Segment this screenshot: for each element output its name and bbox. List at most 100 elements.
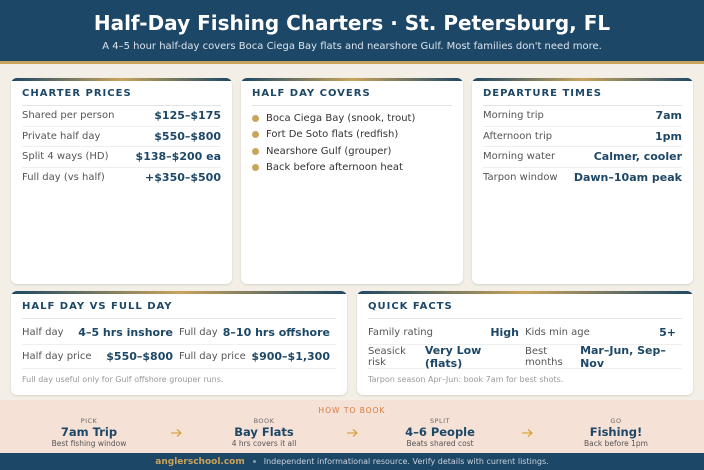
- step-sub: Beats shared cost: [406, 439, 474, 448]
- value: High: [490, 326, 519, 339]
- card: HALF DAY VS FULL DAY Half day 4–5 hrs insh…: [11, 291, 347, 395]
- arrow: [522, 429, 533, 437]
- list-item: Fort De Soto flats (redfish): [252, 127, 452, 144]
- card-title: QUICK FACTS: [368, 301, 682, 319]
- step: BOOK Bay Flats 4 hrs covers it all: [189, 417, 339, 448]
- item-text: Boca Ciega Bay (snook, trout): [266, 112, 416, 124]
- card: CHARTER PRICES Shared per person $125–$175…: [11, 78, 232, 284]
- row: Morning trip 7am: [483, 106, 682, 127]
- bullet: [252, 147, 259, 155]
- bullet: [252, 131, 259, 139]
- label: Best months: [525, 345, 563, 368]
- step-label: BOOK: [253, 417, 275, 425]
- step-title: 7am Trip: [60, 425, 118, 439]
- cell: Half day price $550–$800: [22, 350, 179, 363]
- cell: Seasick risk Very Low (flats): [368, 344, 525, 370]
- list-item: Nearshore Gulf (grouper): [252, 143, 452, 160]
- footer: anglerschool.com Independent information…: [0, 453, 704, 470]
- row: Half day price $550–$800 Full day price $90…: [22, 345, 336, 369]
- header: Half-Day Fishing Charters · St. Petersbu…: [0, 0, 704, 64]
- step: GO Fishing! Back before 1pm: [541, 417, 691, 448]
- step-label: GO: [610, 417, 622, 425]
- cell: Full day 8–10 hrs offshore: [179, 326, 336, 339]
- step-title: 4–6 People: [405, 425, 475, 439]
- label: Seasick risk: [368, 345, 406, 368]
- row: Full day (vs half) +$350–$500: [22, 168, 221, 189]
- label: Morning trip: [483, 110, 544, 122]
- bullet: [252, 164, 259, 172]
- card: DEPARTURE TIMES Morning trip 7am Afternoon …: [472, 78, 693, 284]
- step-sub: 4 hrs covers it all: [231, 439, 297, 448]
- step-title: Fishing!: [589, 425, 643, 439]
- title: Half-Day Fishing Charters · St. Petersbu…: [93, 11, 611, 35]
- card-title: HALF DAY COVERS: [252, 88, 452, 106]
- label: Split 4 ways (HD): [22, 151, 109, 163]
- step: PICK 7am Trip Best fishing window: [14, 417, 164, 448]
- label: Half day price: [22, 351, 92, 362]
- cell: Full day price $900–$1,300: [179, 350, 336, 363]
- cell: Family rating High: [368, 326, 525, 339]
- label: Kids min age: [525, 327, 590, 338]
- value: 5+: [659, 326, 676, 339]
- row: Seasick risk Very Low (flats) Best months M…: [368, 344, 682, 370]
- cell: Best months Mar–Jun, Sep–Nov: [525, 344, 682, 370]
- row: Private half day $550–$800: [22, 127, 221, 147]
- arrow: [347, 429, 358, 437]
- row: Split 4 ways (HD) $138–$200 ea: [22, 147, 221, 168]
- value: $125–$175: [154, 109, 221, 123]
- item-text: Fort De Soto flats (redfish): [266, 129, 399, 141]
- site: anglerschool.com: [155, 456, 245, 467]
- row: Shared per person $125–$175: [22, 106, 221, 127]
- note: Tarpon season Apr–Jun: book 7am for best…: [368, 375, 564, 384]
- arrow: [171, 429, 182, 437]
- list-item: Back before afternoon heat: [252, 160, 452, 177]
- value: $550–$800: [106, 350, 173, 363]
- value: Mar–Jun, Sep–Nov: [580, 343, 666, 370]
- value: 8–10 hrs offshore: [222, 326, 330, 339]
- value: 4–5 hrs inshore: [78, 326, 173, 339]
- label: Tarpon window: [483, 172, 558, 184]
- value: 7am: [655, 109, 682, 123]
- card: HALF DAY COVERS Boca Ciega Bay (snook, tr…: [241, 78, 463, 284]
- how-to-book: HOW TO BOOK PICK 7am Trip Best fishing win…: [0, 400, 704, 453]
- note: Full day useful only for Gulf offshore g…: [22, 375, 224, 384]
- item-text: Nearshore Gulf (grouper): [266, 145, 392, 157]
- step-sub: Back before 1pm: [584, 439, 648, 448]
- card-title: CHARTER PRICES: [22, 88, 221, 106]
- value: $900–$1,300: [251, 350, 330, 363]
- value: +$350–$500: [145, 171, 221, 185]
- value: Calmer, cooler: [593, 150, 682, 164]
- card: QUICK FACTS Family rating High Kids min age…: [357, 291, 693, 395]
- separator: [252, 460, 256, 463]
- value: 1pm: [655, 129, 682, 143]
- row: Tarpon window Dawn–10am peak: [483, 168, 682, 189]
- section-title: HOW TO BOOK: [318, 406, 386, 415]
- item-text: Back before afternoon heat: [266, 162, 403, 174]
- label: Shared per person: [22, 110, 115, 122]
- cell: Half day 4–5 hrs inshore: [22, 326, 179, 339]
- value: Dawn–10am peak: [573, 171, 682, 185]
- label: Morning water: [483, 151, 556, 163]
- label: Family rating: [368, 327, 433, 338]
- bullet: [252, 114, 259, 122]
- step-sub: Best fishing window: [51, 439, 127, 448]
- cell: Kids min age 5+: [525, 326, 682, 339]
- value: $550–$800: [154, 129, 221, 143]
- step-title: Bay Flats: [234, 425, 294, 439]
- label: Private half day: [22, 130, 101, 142]
- card-title: DEPARTURE TIMES: [483, 88, 682, 106]
- card-title: HALF DAY VS FULL DAY: [22, 301, 336, 319]
- label: Full day: [179, 327, 218, 338]
- label: Half day: [22, 327, 64, 338]
- footer-text: Independent informational resource. Veri…: [263, 457, 549, 466]
- step-label: SPLIT: [429, 417, 451, 425]
- row: Afternoon trip 1pm: [483, 127, 682, 147]
- row: Family rating High Kids min age 5+: [368, 321, 682, 345]
- label: Full day (vs half): [22, 172, 105, 184]
- step-label: PICK: [80, 417, 98, 425]
- label: Full day price: [179, 351, 246, 362]
- arrows: [171, 429, 533, 437]
- value: $138–$200 ea: [135, 150, 221, 164]
- row: Morning water Calmer, cooler: [483, 147, 682, 168]
